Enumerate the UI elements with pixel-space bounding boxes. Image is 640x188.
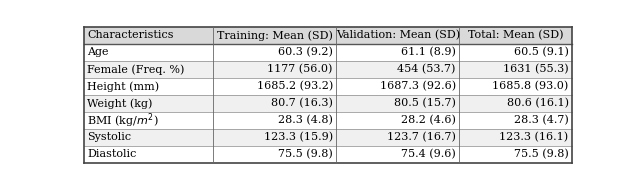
Text: Systolic: Systolic: [88, 133, 132, 143]
Bar: [84, 95, 572, 112]
Text: 1631 (55.3): 1631 (55.3): [503, 64, 568, 75]
Text: 454 (53.7): 454 (53.7): [397, 64, 456, 75]
Bar: [84, 112, 572, 129]
Text: 123.7 (16.7): 123.7 (16.7): [387, 132, 456, 143]
Text: Diastolic: Diastolic: [88, 149, 137, 159]
Text: 28.3 (4.7): 28.3 (4.7): [514, 115, 568, 126]
Text: Training: Mean (SD): Training: Mean (SD): [217, 30, 333, 41]
Text: 28.2 (4.6): 28.2 (4.6): [401, 115, 456, 126]
Text: 80.6 (16.1): 80.6 (16.1): [507, 98, 568, 109]
Bar: [84, 78, 572, 95]
Text: 80.5 (15.7): 80.5 (15.7): [394, 98, 456, 109]
Text: Height (mm): Height (mm): [88, 81, 159, 92]
Text: 1177 (56.0): 1177 (56.0): [268, 64, 333, 75]
Text: Characteristics: Characteristics: [88, 30, 174, 40]
Bar: [84, 129, 572, 146]
Text: 80.7 (16.3): 80.7 (16.3): [271, 98, 333, 109]
Bar: [84, 27, 572, 44]
Text: 60.3 (9.2): 60.3 (9.2): [278, 47, 333, 58]
Text: 60.5 (9.1): 60.5 (9.1): [514, 47, 568, 58]
Bar: [84, 44, 572, 61]
Text: 123.3 (15.9): 123.3 (15.9): [264, 132, 333, 143]
Text: Age: Age: [88, 47, 109, 57]
Text: 75.5 (9.8): 75.5 (9.8): [278, 149, 333, 160]
Bar: [84, 146, 572, 163]
Text: 75.4 (9.6): 75.4 (9.6): [401, 149, 456, 160]
Text: 28.3 (4.8): 28.3 (4.8): [278, 115, 333, 126]
Text: 123.3 (16.1): 123.3 (16.1): [499, 132, 568, 143]
Text: Validation: Mean (SD): Validation: Mean (SD): [336, 30, 460, 41]
Text: BMI (kg/$m^2$): BMI (kg/$m^2$): [88, 111, 159, 130]
Bar: [84, 61, 572, 78]
Text: 1687.3 (92.6): 1687.3 (92.6): [380, 81, 456, 92]
Text: Weight (kg): Weight (kg): [88, 98, 153, 109]
Text: 1685.2 (93.2): 1685.2 (93.2): [257, 81, 333, 92]
Text: Total: Mean (SD): Total: Mean (SD): [468, 30, 563, 41]
Text: 75.5 (9.8): 75.5 (9.8): [514, 149, 568, 160]
Text: 1685.8 (93.0): 1685.8 (93.0): [492, 81, 568, 92]
Text: Female (Freq. %): Female (Freq. %): [88, 64, 185, 75]
Text: 61.1 (8.9): 61.1 (8.9): [401, 47, 456, 58]
